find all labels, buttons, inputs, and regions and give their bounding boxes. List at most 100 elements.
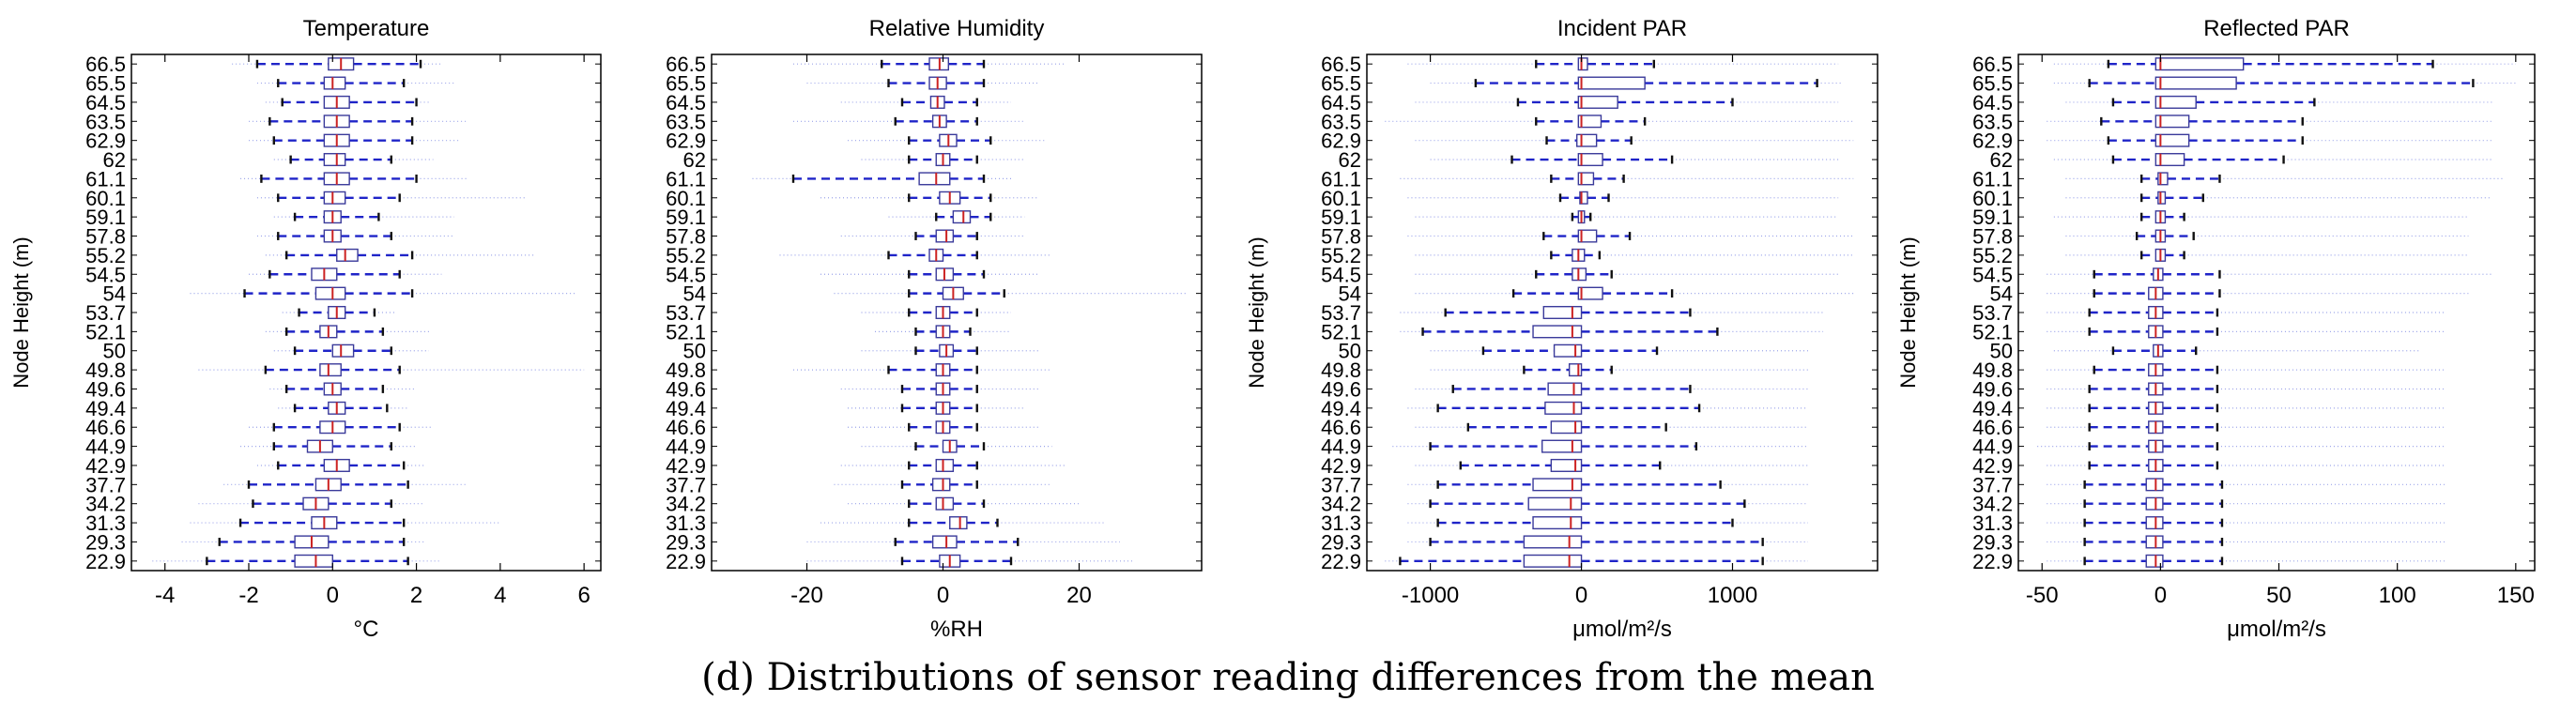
x-tick-label: 50 xyxy=(2266,583,2292,608)
y-tick-label: 46.6 xyxy=(1321,416,1361,439)
y-tick-label: 64.5 xyxy=(666,91,706,114)
y-tick-label: 62 xyxy=(103,148,126,172)
y-tick-label: 49.6 xyxy=(85,377,126,401)
y-tick-label: 52.1 xyxy=(1321,320,1361,343)
box xyxy=(1532,516,1583,530)
box xyxy=(2145,535,2164,549)
plot-frame xyxy=(1366,53,1878,572)
y-tick-label: 49.4 xyxy=(666,397,706,420)
y-tick-label: 53.7 xyxy=(666,301,706,325)
y-tick-label: 62.9 xyxy=(85,130,126,153)
y-tick-label: 63.5 xyxy=(85,110,126,133)
y-tick-label: 60.1 xyxy=(666,187,706,210)
y-tick-label: 34.2 xyxy=(1321,493,1361,516)
box xyxy=(1577,114,1602,129)
y-tick-label: 62 xyxy=(1990,148,2013,172)
y-tick-label: 57.8 xyxy=(1972,225,2013,249)
y-tick-label: 57.8 xyxy=(1321,225,1361,249)
box xyxy=(1577,229,1598,243)
y-tick-label: 22.9 xyxy=(666,550,706,573)
x-tick-label: 0 xyxy=(1575,583,1587,608)
x-tick-label: 0 xyxy=(2154,583,2167,608)
y-tick-label: 31.3 xyxy=(666,511,706,535)
plot-frame xyxy=(2017,53,2536,572)
x-tick-label: -20 xyxy=(790,583,823,608)
box xyxy=(336,248,359,262)
y-tick-label: 49.8 xyxy=(1321,358,1361,382)
y-tick-label: 52.1 xyxy=(666,320,706,343)
x-tick-label: -4 xyxy=(155,583,175,608)
y-tick-label: 22.9 xyxy=(1321,550,1361,573)
x-axis-label: μmol/m²/s xyxy=(2227,617,2326,642)
y-tick-label: 44.9 xyxy=(1972,435,2013,459)
y-tick-label: 44.9 xyxy=(85,435,126,459)
box xyxy=(1550,420,1583,435)
y-tick-label: 53.7 xyxy=(1321,301,1361,325)
y-tick-label: 49.8 xyxy=(85,358,126,382)
box xyxy=(2154,57,2245,71)
y-tick-label: 37.7 xyxy=(1972,473,2013,496)
y-tick-label: 54 xyxy=(103,282,126,306)
box xyxy=(323,76,346,90)
y-tick-label: 49.8 xyxy=(1972,358,2013,382)
y-tick-label: 66.5 xyxy=(1972,53,2013,76)
box xyxy=(1527,496,1583,511)
box xyxy=(1576,133,1598,147)
y-tick-label: 55.2 xyxy=(666,244,706,267)
box xyxy=(2157,172,2169,186)
x-axis-label: μmol/m²/s xyxy=(1572,617,1672,642)
y-tick-label: 22.9 xyxy=(1972,550,2013,573)
y-tick-label: 42.9 xyxy=(85,454,126,478)
y-tick-label: 53.7 xyxy=(85,301,126,325)
y-tick-label: 54 xyxy=(1990,282,2013,306)
y-tick-label: 31.3 xyxy=(85,511,126,535)
y-tick-label: 54 xyxy=(683,282,706,306)
x-tick-label: 0 xyxy=(937,583,949,608)
y-tick-label: 61.1 xyxy=(666,167,706,191)
y-tick-label: 55.2 xyxy=(85,244,126,267)
y-tick-label: 49.6 xyxy=(1321,377,1361,401)
y-tick-label: 53.7 xyxy=(1972,301,2013,325)
x-tick-label: 1000 xyxy=(1708,583,1757,608)
x-axis-label: °C xyxy=(354,617,379,642)
y-tick-label: 63.5 xyxy=(666,110,706,133)
y-tick-label: 62 xyxy=(683,148,706,172)
y-tick-label: 54 xyxy=(1339,282,1361,306)
x-tick-label: 0 xyxy=(327,583,339,608)
y-tick-label: 59.1 xyxy=(1321,206,1361,229)
chart-title: Incident PAR xyxy=(1557,16,1687,41)
x-tick-label: 4 xyxy=(494,583,506,608)
x-tick-label: 150 xyxy=(2497,583,2535,608)
box xyxy=(294,554,333,568)
y-tick-label: 60.1 xyxy=(1321,187,1361,210)
box xyxy=(331,343,355,358)
box xyxy=(931,535,958,549)
box xyxy=(1577,57,1588,71)
figure-caption: (d) Distributions of sensor reading diff… xyxy=(701,656,1875,699)
y-tick-label: 46.6 xyxy=(666,416,706,439)
y-tick-label: 55.2 xyxy=(1321,244,1361,267)
box xyxy=(319,363,342,377)
box xyxy=(2157,191,2167,205)
box xyxy=(323,153,346,167)
box xyxy=(918,172,951,186)
box xyxy=(2154,153,2185,167)
y-tick-label: 34.2 xyxy=(85,493,126,516)
y-tick-label: 34.2 xyxy=(1972,493,2013,516)
box xyxy=(314,286,346,300)
box xyxy=(323,191,346,205)
y-tick-label: 29.3 xyxy=(666,530,706,554)
y-tick-label: 54.5 xyxy=(1972,263,2013,286)
y-tick-label: 50 xyxy=(103,340,126,363)
y-tick-label: 61.1 xyxy=(1321,167,1361,191)
box xyxy=(1568,363,1583,377)
y-tick-label: 63.5 xyxy=(1972,110,2013,133)
box xyxy=(2154,133,2190,147)
y-tick-label: 66.5 xyxy=(1321,53,1361,76)
box xyxy=(1577,76,1646,90)
y-tick-label: 49.4 xyxy=(85,397,126,420)
x-tick-label: -50 xyxy=(2026,583,2059,608)
y-tick-label: 44.9 xyxy=(1321,435,1361,459)
plot-frame xyxy=(130,53,602,572)
x-tick-label: 20 xyxy=(1066,583,1092,608)
